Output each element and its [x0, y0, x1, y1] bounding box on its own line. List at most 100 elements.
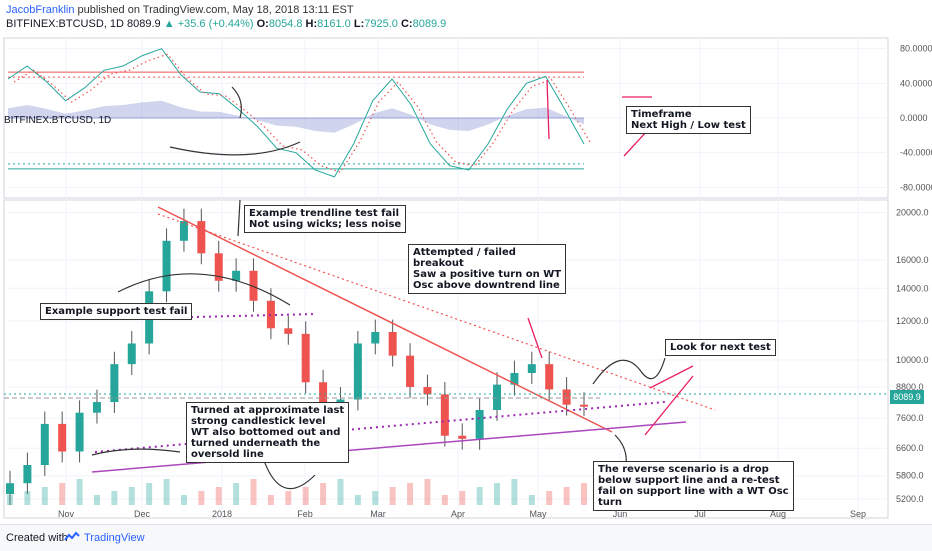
note-next-test[interactable]: Look for next test: [665, 339, 776, 356]
magenta-arrow-price-bottom[interactable]: [644, 375, 694, 436]
candle-body: [510, 373, 519, 385]
note-turned[interactable]: Turned at approximate last strong candle…: [186, 402, 350, 463]
price-change: ▲ +35.6 (+0.44%): [163, 18, 254, 30]
candle-body: [301, 333, 310, 383]
magenta-arrow-price-top[interactable]: [649, 365, 694, 389]
symbol-name[interactable]: BITFINEX:BTCUSD, 1D: [6, 18, 124, 30]
open-value: 8054.8: [268, 18, 303, 30]
note-timeframe[interactable]: Timeframe Next High / Low test: [626, 106, 751, 134]
oscillator-y-axis: 80.0000 40.0000 0.0000 -40.0000 -80.0000: [900, 44, 932, 193]
publish-line: JacobFranklin published on TradingView.c…: [6, 4, 354, 16]
candle-body: [423, 387, 432, 395]
price-y-axis: 20000.0 16000.0 14000.0 12000.0 10000.0 8800.…: [896, 207, 929, 504]
time-tick-label: 2018: [212, 509, 232, 519]
volume-bar: [424, 479, 431, 505]
time-tick-label: Mar: [370, 509, 386, 519]
magenta-arrow-osc[interactable]: [546, 79, 550, 140]
volume-bar: [93, 495, 100, 505]
price-tick-label: 10000.0: [896, 355, 929, 365]
chart-canvas[interactable]: 80.0000 40.0000 0.0000 -40.0000 -80.0000 200…: [0, 0, 932, 524]
curve-arrow-2[interactable]: [169, 141, 301, 156]
volume-bar: [146, 483, 153, 505]
support-line-dotted[interactable]: [94, 401, 666, 453]
osc-tick-label: -80.0000: [900, 182, 932, 192]
candle-body: [162, 240, 171, 292]
candle-body: [493, 384, 502, 410]
close-label: C:: [400, 18, 413, 30]
candle-body: [75, 412, 84, 452]
oscillator-label: BITFINEX:BTCUSD, 1D: [4, 115, 112, 126]
magenta-arrow-breakout[interactable]: [527, 317, 543, 359]
close-value: 8089.9: [412, 18, 447, 30]
time-tick-label: Apr: [451, 509, 465, 519]
note-reverse[interactable]: The reverse scenario is a drop below sup…: [593, 461, 794, 511]
candle-body: [232, 270, 241, 281]
price-tick-label: 14000.0: [896, 283, 929, 293]
volume-bar: [337, 479, 344, 505]
volume-bar: [24, 491, 31, 505]
osc-tick-label: 80.0000: [900, 44, 932, 54]
note-breakout[interactable]: Attempted / failed breakout Saw a positi…: [408, 244, 567, 294]
candle-body: [406, 355, 415, 388]
note-trendline-fail[interactable]: Example trendline test fail Not using wi…: [244, 205, 407, 233]
candle-body: [475, 409, 484, 439]
tradingview-brand[interactable]: TradingView: [84, 532, 145, 544]
volume-bar: [372, 491, 379, 505]
candle-body: [371, 331, 380, 344]
time-tick-label: Nov: [58, 509, 75, 519]
volume-bar: [459, 491, 466, 505]
candle-body: [6, 483, 14, 495]
volume-bar: [59, 483, 66, 505]
price-tick-label: 8800.0: [896, 382, 924, 392]
candle-body: [197, 221, 206, 254]
author-link[interactable]: JacobFranklin: [6, 4, 75, 16]
open-label: O:: [256, 18, 269, 30]
osc-tick-label: 0.0000: [900, 113, 928, 123]
arrow-support[interactable]: [91, 448, 181, 456]
high-value: 8161.0: [317, 18, 351, 30]
symbol-line: BITFINEX:BTCUSD, 1D 8089.9 ▲ +35.6 (+0.4…: [6, 18, 446, 30]
candle-body: [179, 221, 188, 241]
low-value: 7925.0: [364, 18, 398, 30]
volume-bar: [320, 483, 327, 505]
downtrend-line-dotted[interactable]: [157, 213, 716, 411]
magenta-arrow-bottom[interactable]: [623, 129, 649, 157]
price-tick-label: 7600.0: [896, 413, 924, 423]
volume-bar: [76, 479, 83, 505]
candle-body: [40, 423, 49, 466]
volume-bar: [407, 483, 414, 505]
last-price: 8089.9: [127, 18, 161, 30]
candle-body: [562, 389, 571, 405]
downtrend-line[interactable]: [157, 206, 613, 433]
volume-bar: [581, 483, 587, 505]
candle-body: [527, 364, 536, 374]
price-tick-label: 5800.0: [896, 471, 924, 481]
osc-tick-label: 40.0000: [900, 78, 932, 88]
arrow-bottom[interactable]: [261, 454, 316, 490]
volume-bar: [285, 491, 292, 505]
support-line[interactable]: [91, 421, 687, 473]
time-tick-label: May: [529, 509, 547, 519]
oscillator-levels: [8, 71, 584, 170]
time-tick-label: Dec: [134, 509, 151, 519]
volume-bar: [441, 495, 448, 505]
volume-bar: [215, 487, 222, 505]
volume-bar: [476, 487, 483, 505]
volume-bar: [163, 479, 170, 505]
candle-body: [58, 423, 67, 452]
curve-arrow-1[interactable]: [231, 86, 242, 119]
arrow-trendline[interactable]: [237, 199, 241, 237]
time-tick-label: Jul: [694, 509, 706, 519]
arrow-next-test[interactable]: [592, 357, 666, 385]
volume-bar: [528, 495, 535, 505]
price-tick-label: 6600.0: [896, 443, 924, 453]
wavetrend-line: [7, 48, 585, 178]
curve-arrow-3[interactable]: [117, 273, 291, 306]
volume-bar: [41, 487, 48, 505]
time-tick-label: Sep: [850, 509, 866, 519]
volume-bar: [267, 495, 274, 505]
candle-body: [458, 435, 467, 439]
tradingview-logo-icon: [64, 531, 80, 541]
volume-bar: [546, 491, 553, 505]
note-support-fail[interactable]: Example support test fail: [40, 303, 193, 320]
